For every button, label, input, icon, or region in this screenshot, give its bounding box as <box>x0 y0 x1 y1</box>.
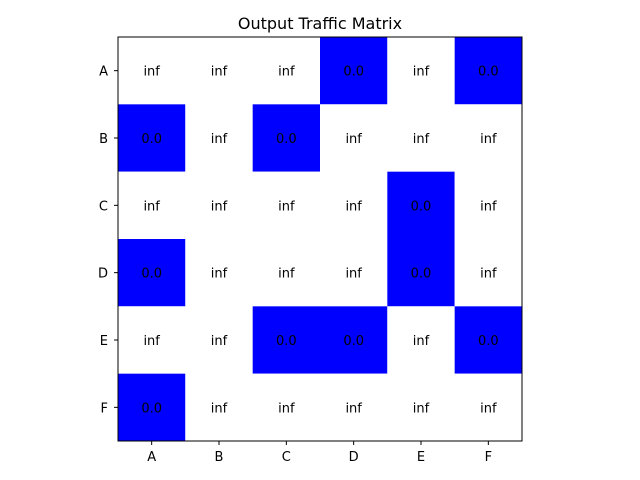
heatmap-cell-C-C <box>252 171 320 239</box>
y-tick-label: D <box>98 267 108 282</box>
heatmap-cell-A-F <box>454 37 522 105</box>
y-tick-label: E <box>100 334 108 349</box>
chart-title: Output Traffic Matrix <box>238 14 402 33</box>
cell-value-label: inf <box>278 199 295 214</box>
heatmap-cell-F-F <box>454 373 522 441</box>
cell-value-label: inf <box>413 401 430 416</box>
x-tick-label: C <box>282 450 291 465</box>
cell-value-label: inf <box>345 199 362 214</box>
cell-value-label: inf <box>413 132 430 147</box>
cell-value-label: inf <box>345 132 362 147</box>
y-tick-label: F <box>101 401 108 416</box>
heatmap-cell-D-A <box>118 239 186 307</box>
x-tick-label: D <box>349 450 359 465</box>
heatmap-cell-D-C <box>252 239 320 307</box>
heatmap-cell-D-F <box>454 239 522 307</box>
cell-value-label: inf <box>211 401 228 416</box>
cell-value-label: inf <box>345 401 362 416</box>
heatmap-cell-A-B <box>185 37 253 105</box>
x-tick-label: B <box>215 450 224 465</box>
heatmap-cell-E-B <box>185 306 253 374</box>
cell-value-label: 0.0 <box>276 334 297 349</box>
cell-value-label: 0.0 <box>141 132 162 147</box>
heatmap-cell-D-B <box>185 239 253 307</box>
y-tick-label: B <box>99 132 108 147</box>
cell-value-label: inf <box>143 65 160 80</box>
heatmap-cell-B-B <box>185 104 253 172</box>
heatmap-cell-A-A <box>118 37 186 105</box>
cell-value-label: inf <box>211 334 228 349</box>
cell-value-label: 0.0 <box>343 334 364 349</box>
heatmap-cell-E-C <box>252 306 320 374</box>
cell-value-label: 0.0 <box>478 65 499 80</box>
heatmap-cell-E-F <box>454 306 522 374</box>
heatmap-cell-C-E <box>387 171 455 239</box>
cell-value-label: 0.0 <box>478 334 499 349</box>
heatmap-cell-labels: inf inf inf 0.0 inf 0.0 0.0 inf 0.0 inf inf inf inf i… <box>141 65 498 417</box>
cell-value-label: inf <box>480 401 497 416</box>
y-tick-label: C <box>99 199 108 214</box>
cell-value-label: inf <box>413 65 430 80</box>
axes-frame <box>117 36 523 442</box>
cell-value-label: 0.0 <box>141 267 162 282</box>
cell-value-label: inf <box>143 334 160 349</box>
cell-value-label: 0.0 <box>343 65 364 80</box>
cell-value-label: 0.0 <box>411 199 432 214</box>
heatmap-cell-A-E <box>387 37 455 105</box>
cell-value-label: inf <box>480 267 497 282</box>
heatmap-cell-C-B <box>185 171 253 239</box>
heatmap-cell-E-D <box>320 306 388 374</box>
heatmap-cell-E-A <box>118 306 186 374</box>
y-tick-label: A <box>99 65 108 80</box>
cell-value-label: inf <box>480 199 497 214</box>
heatmap-cell-B-D <box>320 104 388 172</box>
x-tick-label: E <box>417 450 425 465</box>
cell-value-label: 0.0 <box>276 132 297 147</box>
heatmap-cell-C-D <box>320 171 388 239</box>
heatmap-cell-B-C <box>252 104 320 172</box>
heatmap-cell-D-D <box>320 239 388 307</box>
heatmap-cell-F-D <box>320 373 388 441</box>
x-tick-label: A <box>147 450 156 465</box>
cell-value-label: inf <box>278 401 295 416</box>
heatmap-cell-A-C <box>252 37 320 105</box>
heatmap-cell-B-F <box>454 104 522 172</box>
cell-value-label: 0.0 <box>411 267 432 282</box>
x-tick-label: F <box>485 450 492 465</box>
heatmap-cell-F-C <box>252 373 320 441</box>
cell-value-label: inf <box>345 267 362 282</box>
cell-value-label: inf <box>211 132 228 147</box>
cell-value-label: inf <box>143 199 160 214</box>
y-axis: A B C D E F <box>98 65 118 416</box>
heatmap-cell-C-A <box>118 171 186 239</box>
heatmap-cell-B-E <box>387 104 455 172</box>
heatmap-cell-F-A <box>118 373 186 441</box>
cell-value-label: inf <box>278 65 295 80</box>
heatmap-cell-F-B <box>185 373 253 441</box>
heatmap-cell-C-F <box>454 171 522 239</box>
heatmap-cell-F-E <box>387 373 455 441</box>
cell-value-label: inf <box>211 65 228 80</box>
heatmap-cells <box>118 37 522 441</box>
cell-value-label: inf <box>211 199 228 214</box>
cell-value-label: inf <box>278 267 295 282</box>
heatmap-cell-A-D <box>320 37 388 105</box>
heatmap-cell-E-E <box>387 306 455 374</box>
cell-value-label: inf <box>480 132 497 147</box>
heatmap-cell-D-E <box>387 239 455 307</box>
x-axis: A B C D E F <box>147 441 492 465</box>
heatmap-cell-B-A <box>118 104 186 172</box>
cell-value-label: inf <box>211 267 228 282</box>
cell-value-label: inf <box>413 334 430 349</box>
cell-value-label: 0.0 <box>141 401 162 416</box>
